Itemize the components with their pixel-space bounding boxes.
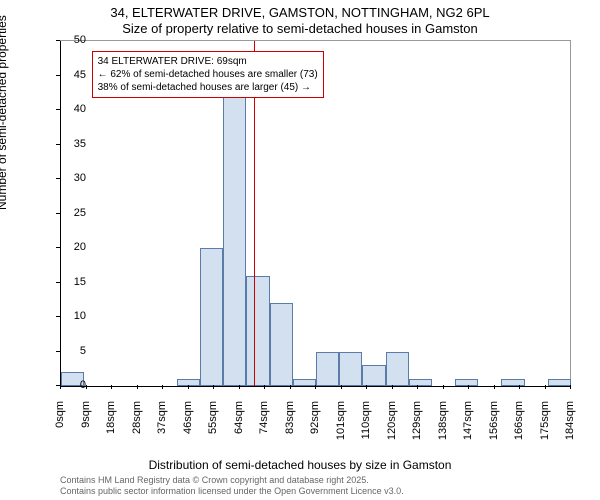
x-tick-mark [290, 385, 291, 389]
histogram-bar [548, 379, 571, 386]
x-tick-mark [162, 385, 163, 389]
x-tick-mark [443, 385, 444, 389]
histogram-bar [293, 379, 316, 386]
y-tick-mark [56, 144, 60, 145]
annotation-line: 38% of semi-detached houses are larger (… [98, 81, 318, 94]
x-tick-mark [239, 385, 240, 389]
x-tick-label: 129sqm [411, 401, 423, 441]
x-tick-mark [188, 385, 189, 389]
x-tick-mark [111, 385, 112, 389]
y-tick-label: 45 [74, 69, 86, 81]
y-tick-label: 5 [80, 345, 86, 357]
histogram-bar [409, 379, 432, 386]
attribution-line2: Contains public sector information licen… [60, 486, 404, 497]
y-tick-mark [56, 282, 60, 283]
x-tick-label: 184sqm [564, 401, 576, 441]
attribution-text: Contains HM Land Registry data © Crown c… [60, 475, 404, 497]
x-tick-mark [570, 385, 571, 389]
x-tick-mark [392, 385, 393, 389]
histogram-bar [386, 352, 409, 387]
x-tick-mark [366, 385, 367, 389]
chart-frame: 34 ELTERWATER DRIVE: 69sqm← 62% of semi-… [60, 40, 571, 386]
y-tick-mark [56, 351, 60, 352]
x-tick-mark [417, 385, 418, 389]
x-tick-label: 46sqm [182, 401, 194, 441]
y-tick-mark [56, 213, 60, 214]
x-tick-mark [468, 385, 469, 389]
histogram-bar [223, 96, 246, 386]
x-tick-label: 83sqm [284, 401, 296, 441]
plot-area: 34 ELTERWATER DRIVE: 69sqm← 62% of semi-… [60, 41, 571, 387]
x-tick-label: 110sqm [360, 401, 372, 441]
x-tick-mark [519, 385, 520, 389]
y-axis-label: Number of semi-detached properties [0, 15, 9, 210]
annotation-box: 34 ELTERWATER DRIVE: 69sqm← 62% of semi-… [92, 51, 324, 98]
x-tick-label: 0sqm [54, 401, 66, 441]
x-axis-label: Distribution of semi-detached houses by … [0, 458, 600, 472]
y-tick-mark [56, 247, 60, 248]
x-tick-label: 166sqm [513, 401, 525, 441]
annotation-line: ← 62% of semi-detached houses are smalle… [98, 68, 318, 81]
histogram-bar [316, 352, 339, 387]
histogram-bar [339, 352, 362, 387]
y-tick-label: 10 [74, 310, 86, 322]
x-tick-mark [315, 385, 316, 389]
attribution-line1: Contains HM Land Registry data © Crown c… [60, 475, 404, 486]
x-tick-mark [86, 385, 87, 389]
x-tick-label: 147sqm [462, 401, 474, 441]
y-tick-label: 35 [74, 138, 86, 150]
x-tick-label: 156sqm [488, 401, 500, 441]
histogram-bar [501, 379, 524, 386]
y-tick-mark [56, 109, 60, 110]
y-tick-mark [56, 316, 60, 317]
x-tick-mark [213, 385, 214, 389]
x-tick-label: 120sqm [386, 401, 398, 441]
histogram-bar [362, 365, 385, 386]
histogram-bar [455, 379, 478, 386]
y-tick-mark [56, 75, 60, 76]
x-tick-mark [264, 385, 265, 389]
chart-title-desc: Size of property relative to semi-detach… [0, 21, 600, 36]
chart-title-address: 34, ELTERWATER DRIVE, GAMSTON, NOTTINGHA… [0, 5, 600, 20]
y-tick-label: 25 [74, 207, 86, 219]
x-tick-label: 64sqm [233, 401, 245, 441]
y-tick-label: 30 [74, 172, 86, 184]
y-tick-mark [56, 40, 60, 41]
x-tick-mark [60, 385, 61, 389]
x-tick-label: 92sqm [309, 401, 321, 441]
y-tick-label: 40 [74, 103, 86, 115]
histogram-bar [200, 248, 223, 386]
x-tick-mark [341, 385, 342, 389]
x-tick-label: 28sqm [131, 401, 143, 441]
y-tick-label: 15 [74, 276, 86, 288]
x-tick-mark [494, 385, 495, 389]
x-tick-mark [545, 385, 546, 389]
x-tick-label: 18sqm [105, 401, 117, 441]
x-tick-label: 74sqm [258, 401, 270, 441]
annotation-line: 34 ELTERWATER DRIVE: 69sqm [98, 55, 318, 68]
histogram-bar [270, 303, 293, 386]
histogram-bar [246, 276, 269, 386]
y-tick-label: 20 [74, 241, 86, 253]
x-tick-label: 9sqm [80, 401, 92, 441]
y-tick-mark [56, 178, 60, 179]
x-tick-label: 55sqm [207, 401, 219, 441]
x-tick-label: 175sqm [539, 401, 551, 441]
x-tick-label: 101sqm [335, 401, 347, 441]
x-tick-label: 138sqm [437, 401, 449, 441]
x-tick-mark [137, 385, 138, 389]
y-tick-label: 50 [74, 34, 86, 46]
x-tick-label: 37sqm [156, 401, 168, 441]
